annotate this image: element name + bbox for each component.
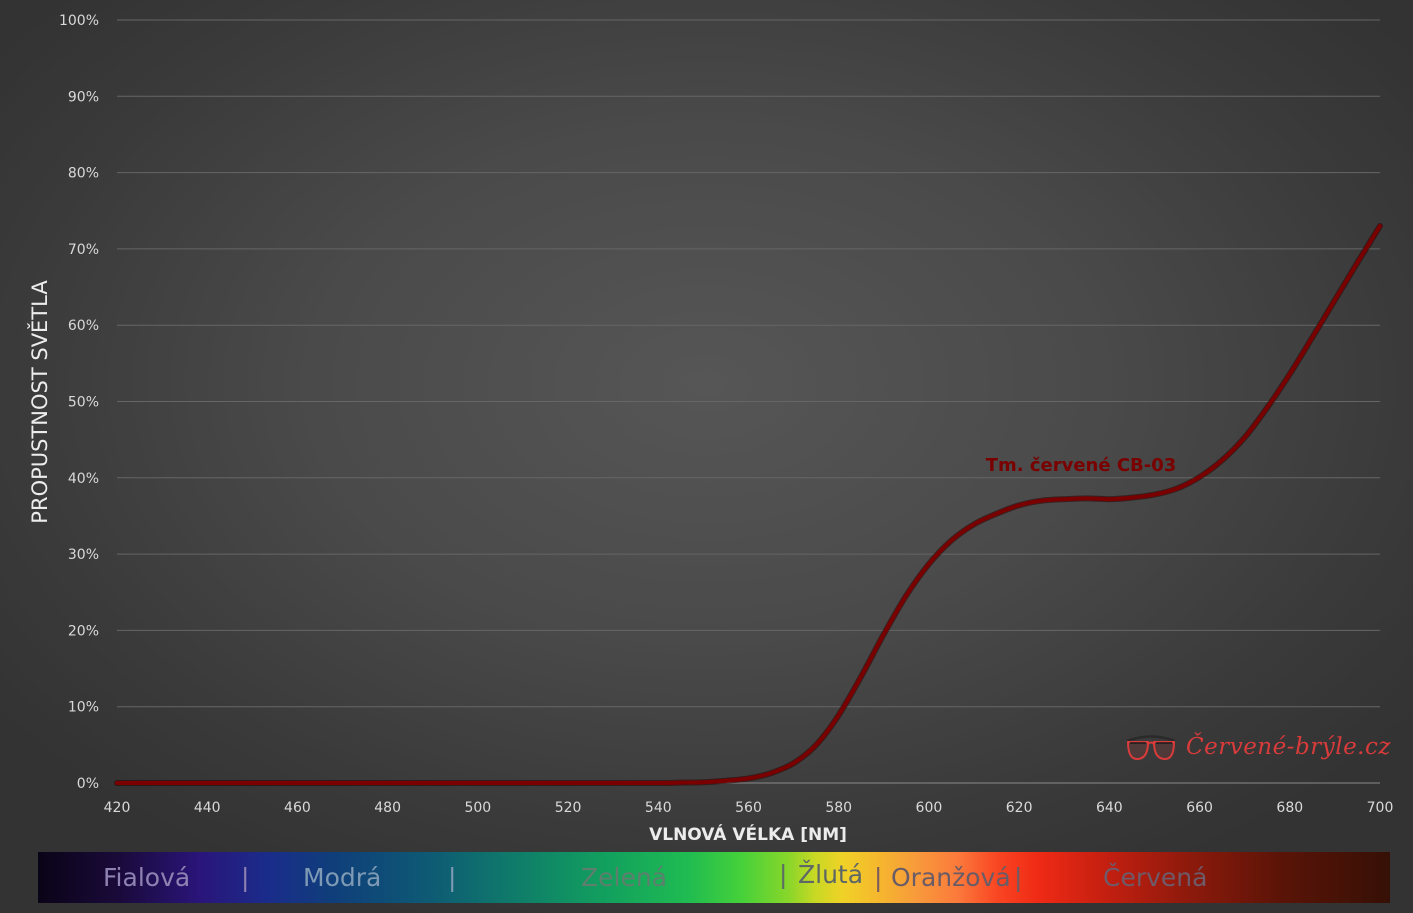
y-tick-label: 100% bbox=[59, 13, 99, 29]
y-tick-label: 40% bbox=[68, 471, 99, 487]
x-tick-label: 640 bbox=[1096, 800, 1123, 816]
x-tick-label: 700 bbox=[1367, 800, 1394, 816]
x-tick-label: 600 bbox=[916, 800, 943, 816]
color-spectrum-bar: Fialová | Modrá | Zelená | Žlutá | Oranž… bbox=[38, 852, 1390, 903]
y-tick-label: 80% bbox=[68, 166, 99, 182]
x-tick-label: 480 bbox=[374, 800, 401, 816]
y-axis-ticks: 0% 10% 20% 30% 40% 50% 60% 70% 80% 90% 100% bbox=[59, 13, 99, 792]
y-axis-title: PROPUSTNOST SVĚTLA bbox=[27, 280, 52, 524]
x-tick-label: 620 bbox=[1006, 800, 1033, 816]
x-tick-label: 680 bbox=[1276, 800, 1303, 816]
band-separator: | bbox=[241, 863, 250, 892]
y-tick-label: 90% bbox=[68, 89, 99, 105]
band-separator: | bbox=[874, 863, 883, 892]
chart: 0% 10% 20% 30% 40% 50% 60% 70% 80% 90% 100% 420 440… bbox=[27, 13, 1394, 845]
x-tick-label: 560 bbox=[735, 800, 762, 816]
y-tick-label: 30% bbox=[68, 547, 99, 563]
band-label-orange: Oranžová bbox=[891, 863, 1011, 892]
x-tick-label: 500 bbox=[464, 800, 491, 816]
series-line bbox=[115, 224, 1382, 786]
y-tick-label: 70% bbox=[68, 242, 99, 258]
glasses-icon bbox=[1126, 735, 1176, 761]
x-tick-label: 540 bbox=[645, 800, 672, 816]
series-label: Tm. červené CB-03 bbox=[986, 455, 1177, 476]
series-line-shadow bbox=[114, 223, 1383, 787]
band-separator: | bbox=[779, 860, 788, 889]
y-tick-label: 10% bbox=[68, 700, 99, 716]
x-tick-label: 460 bbox=[284, 800, 311, 816]
x-tick-label: 440 bbox=[194, 800, 221, 816]
x-axis-ticks: 420 440 460 480 500 520 540 560 580 600 620 640 660 6… bbox=[104, 800, 1394, 816]
series-layer bbox=[114, 223, 1383, 787]
band-separator: | bbox=[448, 863, 457, 892]
band-label-violet: Fialová bbox=[103, 863, 191, 892]
watermark-text: Červené-brýle.cz bbox=[1186, 734, 1391, 760]
y-tick-label: 50% bbox=[68, 395, 99, 411]
band-label-red: Červená bbox=[1103, 863, 1208, 892]
band-separator: | bbox=[1014, 863, 1023, 892]
x-tick-label: 520 bbox=[555, 800, 582, 816]
x-tick-label: 580 bbox=[825, 800, 852, 816]
x-tick-label: 660 bbox=[1186, 800, 1213, 816]
y-tick-label: 60% bbox=[68, 318, 99, 334]
y-tick-label: 20% bbox=[68, 623, 99, 639]
band-label-green: Zelená bbox=[581, 863, 667, 892]
gridlines bbox=[117, 19, 1380, 784]
x-tick-label: 420 bbox=[104, 800, 131, 816]
x-axis-title: VLNOVÁ VÉLKA [NM] bbox=[649, 823, 847, 845]
watermark-logo: Červené-brýle.cz bbox=[1124, 730, 1391, 764]
y-tick-label: 0% bbox=[77, 776, 99, 792]
band-label-yellow: Žlutá bbox=[798, 860, 864, 889]
band-label-blue: Modrá bbox=[303, 863, 382, 892]
